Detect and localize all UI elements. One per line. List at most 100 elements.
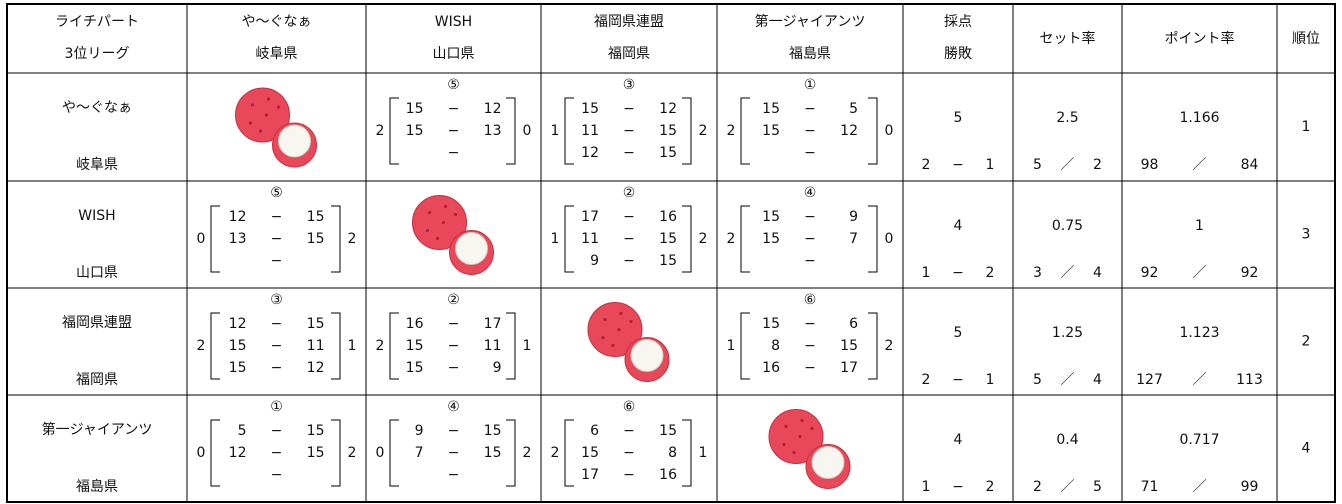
- record-sep: −: [952, 479, 964, 495]
- set-rate: 1.25: [1052, 325, 1083, 341]
- sets-won: 2: [727, 231, 736, 247]
- match-no: ②: [623, 185, 636, 201]
- score-dash: −: [623, 423, 635, 439]
- set-score-right: 15: [307, 423, 325, 439]
- set-score-right: 15: [484, 445, 502, 461]
- match-no: ③: [270, 292, 283, 308]
- sets-won: 2: [551, 445, 560, 461]
- set-score-left: 15: [406, 101, 424, 117]
- sets-won: 0: [376, 445, 385, 461]
- set-score-right: 15: [307, 445, 325, 461]
- score-dash: −: [804, 123, 816, 139]
- header-text: 福島県: [789, 46, 831, 62]
- set-score-left: 15: [229, 360, 247, 376]
- team-name: 福岡県連盟: [62, 315, 132, 331]
- header-text: ライチパート: [55, 14, 139, 30]
- record-b: 1: [986, 157, 995, 173]
- record-b: 2: [986, 265, 995, 281]
- point-totals-b: 92: [1241, 265, 1259, 281]
- lychee-dot: [250, 103, 255, 107]
- score-dash: −: [804, 360, 816, 376]
- sets-won: 0: [197, 445, 206, 461]
- point-totals-a: 92: [1141, 265, 1159, 281]
- score-dash: −: [448, 338, 460, 354]
- point-rate: 1: [1195, 218, 1204, 234]
- set-score-left: 17: [581, 209, 599, 225]
- set-score-right: 15: [659, 253, 677, 269]
- set-rate: 0.4: [1056, 432, 1078, 448]
- lychee-dot: [617, 327, 621, 332]
- set-score-left: 15: [762, 123, 780, 139]
- header-text: 福岡県: [608, 46, 650, 62]
- sets-won: 2: [376, 123, 385, 139]
- set-score-right: 16: [659, 209, 677, 225]
- lychee-dot: [266, 97, 271, 101]
- bracket-right: [682, 419, 692, 487]
- score-dash: −: [448, 360, 460, 376]
- set-score-right: 15: [659, 123, 677, 139]
- match-no: ④: [447, 399, 460, 415]
- set-score-left: 16: [762, 360, 780, 376]
- lychee-dot: [629, 319, 633, 324]
- record-sep: −: [952, 157, 964, 173]
- set-score-left: 15: [406, 123, 424, 139]
- bracket-right: [331, 419, 341, 487]
- lychee: [768, 409, 824, 464]
- sets-lost: 0: [523, 123, 532, 139]
- set-score-right: 17: [484, 316, 502, 332]
- set-score-right: 15: [659, 423, 677, 439]
- score-dash: −: [448, 316, 460, 332]
- set-score-right: 15: [307, 316, 325, 332]
- record-sep: −: [952, 372, 964, 388]
- score-dash: −: [448, 101, 460, 117]
- set-score-right: 17: [840, 360, 858, 376]
- record-a: 2: [922, 372, 931, 388]
- bracket-right: [331, 312, 341, 380]
- set-score-right: 12: [307, 360, 325, 376]
- match-no: ⑤: [270, 185, 283, 201]
- set-score-left: 11: [581, 231, 599, 247]
- header-text: 勝敗: [944, 46, 972, 62]
- table-border: [6, 3, 1336, 503]
- match-no: ①: [804, 77, 817, 93]
- lychee-dot: [810, 426, 814, 431]
- bracket-right: [506, 419, 516, 487]
- score: 5: [954, 325, 963, 341]
- sets-lost: 1: [348, 338, 357, 354]
- set-totals-sep: ／: [1061, 157, 1075, 173]
- set-score-left: 15: [581, 445, 599, 461]
- lychee-dot: [611, 343, 615, 348]
- set-score-left: 5: [238, 423, 247, 439]
- point-totals-sep: ／: [1193, 265, 1207, 281]
- point-rate: 1.123: [1179, 325, 1219, 341]
- set-totals-sep: ／: [1061, 265, 1075, 281]
- score-dash: −: [448, 423, 460, 439]
- score-dash: −: [271, 338, 283, 354]
- rank: 2: [1302, 334, 1311, 350]
- set-score-left: 9: [590, 253, 599, 269]
- sets-won: 2: [727, 123, 736, 139]
- set-score-left: 17: [581, 467, 599, 483]
- set-totals-b: 4: [1093, 265, 1102, 281]
- score-dash: −: [271, 423, 283, 439]
- set-score-right: 7: [849, 231, 858, 247]
- set-totals-a: 2: [1033, 479, 1042, 495]
- set-score-right: 15: [659, 231, 677, 247]
- score-dash: −: [804, 338, 816, 354]
- bracket-right: [506, 312, 516, 380]
- set-score-right: 15: [307, 209, 325, 225]
- lychee-dot: [784, 424, 788, 429]
- bracket-left: [740, 312, 750, 380]
- sets-won: 2: [376, 338, 385, 354]
- score-dash: −: [804, 316, 816, 332]
- bracket-right: [682, 97, 692, 165]
- bracket-right: [506, 97, 516, 165]
- team-name: 第一ジャイアンツ: [42, 421, 153, 438]
- score-dash: −: [271, 467, 283, 483]
- set-totals-b: 5: [1093, 479, 1102, 495]
- score-dash: −: [623, 101, 635, 117]
- match-no: ②: [447, 292, 460, 308]
- match-no: ④: [804, 185, 817, 201]
- point-totals-a: 127: [1136, 372, 1163, 388]
- score-dash: −: [271, 360, 283, 376]
